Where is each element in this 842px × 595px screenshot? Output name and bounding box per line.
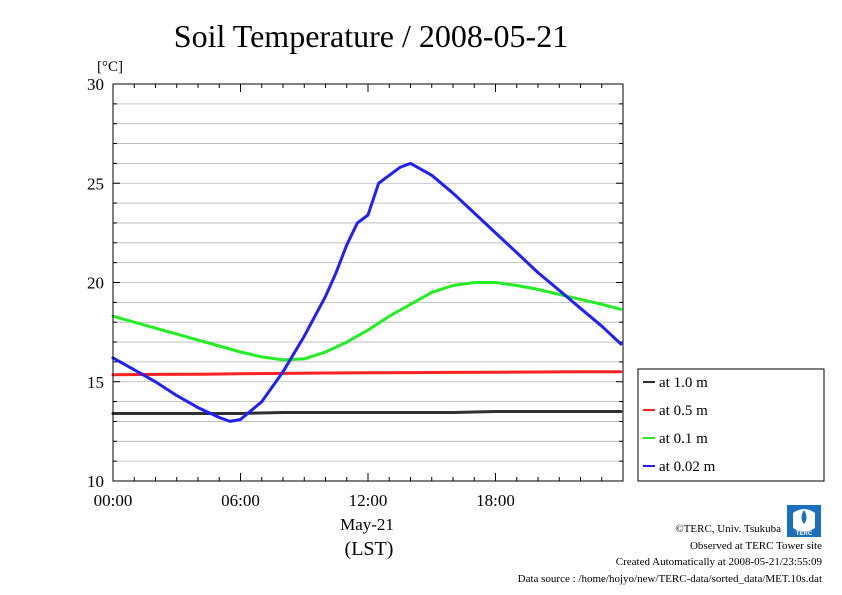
y-tick-label: 30 — [87, 75, 104, 94]
legend-label: at 0.5 m — [659, 403, 708, 419]
series-line-at-1-0-m — [111, 410, 623, 415]
legend-label: at 1.0 m — [659, 375, 708, 391]
series-line-at-0-1-m — [111, 281, 623, 362]
y-tick-label: 10 — [87, 472, 104, 491]
series-layer — [111, 161, 623, 423]
series-line-at-0-02-m — [111, 161, 623, 423]
x-tick-label: 00:00 — [94, 491, 133, 510]
terc-logo: TERC — [787, 505, 821, 537]
footer-created: Created Automatically at 2008-05-21/23:5… — [616, 556, 823, 568]
x-axis-lst-label: (LST) — [345, 538, 394, 560]
legend: at 1.0 m at 0.5 m at 0.1 m at 0.02 m — [637, 368, 825, 482]
y-tick-label: 25 — [87, 174, 104, 193]
gridlines — [113, 103, 623, 462]
footer-copyright: ©TERC, Univ. Tsukuba — [675, 523, 781, 535]
y-tick-label: 20 — [87, 274, 104, 293]
footer-observed: Observed at TERC Tower site — [690, 540, 822, 552]
x-tick-label: 06:00 — [221, 491, 260, 510]
y-tick-label: 15 — [87, 373, 104, 392]
legend-label: at 0.02 m — [659, 459, 716, 475]
logo-lettering: TERC — [796, 531, 813, 537]
x-axis-date-label: May-21 — [340, 515, 394, 534]
y-axis-unit: [°C] — [97, 59, 123, 75]
footer-source: Data source : /home/hojyo/new/TERC-data/… — [518, 573, 822, 585]
x-tick-labels: 00:00 06:00 12:00 18:00 — [94, 491, 515, 510]
legend-box — [637, 368, 825, 482]
plot-frame — [112, 83, 624, 482]
legend-label: at 0.1 m — [659, 431, 708, 447]
series-line-at-0-5-m — [111, 370, 623, 377]
y-tick-labels: 10 15 20 25 30 — [87, 75, 104, 491]
chart-title: Soil Temperature / 2008-05-21 — [174, 18, 568, 54]
x-tick-label: 12:00 — [349, 491, 388, 510]
x-tick-label: 18:00 — [476, 491, 515, 510]
